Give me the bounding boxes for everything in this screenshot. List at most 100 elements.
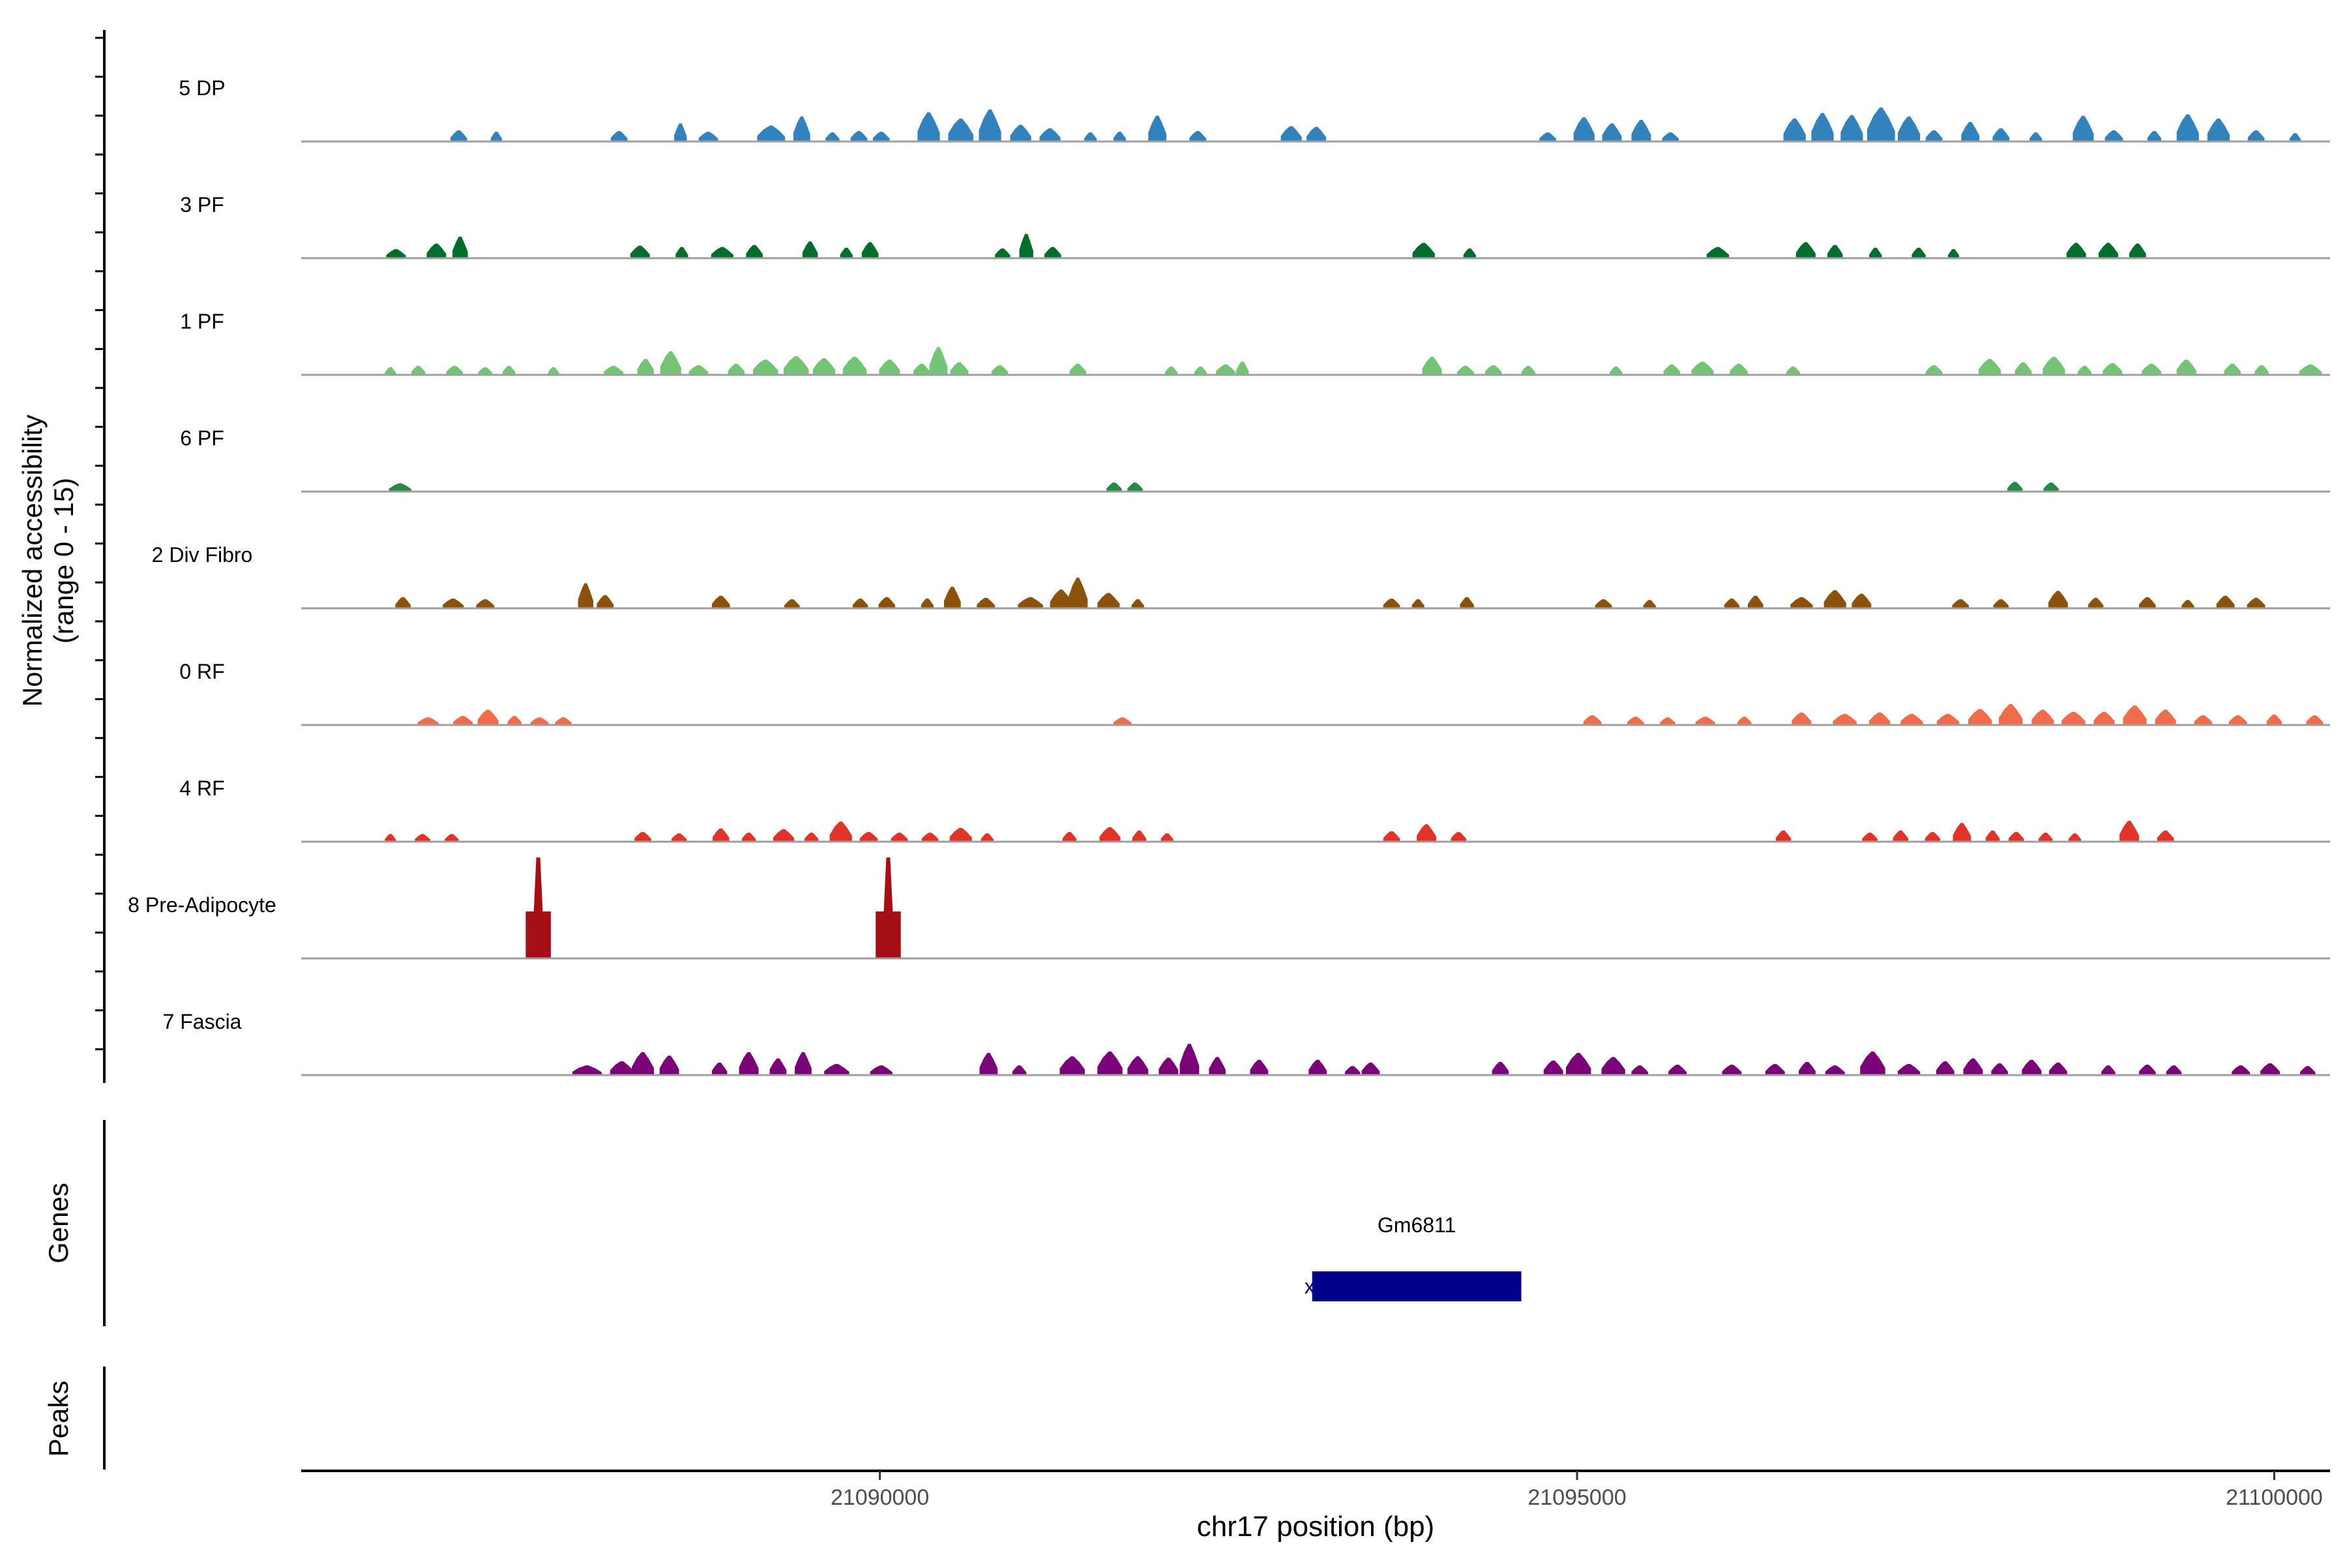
coverage-peak bbox=[1783, 118, 1806, 141]
coverage-peak bbox=[2290, 133, 2301, 141]
coverage-peak bbox=[2299, 364, 2322, 375]
coverage-peak bbox=[2247, 130, 2265, 141]
coverage-peak bbox=[385, 367, 396, 375]
coverage-peak bbox=[2207, 118, 2230, 141]
coverage-peak bbox=[1867, 107, 1895, 141]
coverage-peak bbox=[674, 123, 687, 141]
coverage-peak bbox=[1936, 713, 1960, 725]
coverage-peak bbox=[1869, 248, 1882, 258]
coverage-peak bbox=[859, 832, 878, 842]
coverage-peak bbox=[741, 833, 756, 842]
coverage-peak bbox=[1968, 709, 1992, 725]
x-tick-label: 21095000 bbox=[1528, 1485, 1626, 1510]
track-6: 0 RF bbox=[179, 660, 2330, 726]
coverage-peak bbox=[1790, 597, 1813, 608]
coverage-peak bbox=[2119, 821, 2139, 842]
coverage-peak bbox=[891, 833, 908, 842]
coverage-peak bbox=[2031, 709, 2054, 725]
coverage-peak bbox=[1991, 1063, 2008, 1075]
coverage-peak bbox=[630, 245, 650, 258]
coverage-peak bbox=[1936, 1061, 1955, 1075]
coverage-peak bbox=[2103, 362, 2123, 375]
coverage-peak bbox=[784, 599, 800, 608]
coverage-peak bbox=[450, 130, 467, 141]
coverage-peak bbox=[572, 1065, 602, 1075]
coverage-peak bbox=[1985, 830, 2000, 842]
coverage-peak bbox=[981, 833, 994, 842]
coverage-peak bbox=[1953, 823, 1971, 842]
coverage-peak bbox=[784, 356, 809, 375]
coverage-peak bbox=[1730, 363, 1748, 375]
coverage-peak bbox=[2181, 600, 2194, 608]
coverage-peak bbox=[2123, 705, 2147, 725]
coverage-peak bbox=[2147, 131, 2162, 141]
coverage-peak bbox=[2009, 832, 2024, 842]
coverage-peak bbox=[813, 358, 836, 375]
track-label: 8 Pre-Adipocyte bbox=[128, 893, 276, 917]
coverage-peak bbox=[1308, 1059, 1327, 1075]
y-axis-subtitle: (range 0 - 15) bbox=[48, 478, 79, 643]
coverage-peak bbox=[1811, 113, 1834, 141]
coverage-peak bbox=[453, 716, 473, 725]
coverage-peak bbox=[2101, 1065, 2116, 1075]
coverage-peak bbox=[948, 118, 973, 141]
coverage-peak bbox=[713, 828, 730, 842]
coverage-peak bbox=[753, 359, 778, 375]
coverage-peak bbox=[1765, 1063, 1785, 1075]
coverage-peak bbox=[1306, 126, 1326, 141]
coverage-peak bbox=[1948, 249, 1960, 258]
coverage-peak bbox=[2176, 359, 2196, 375]
coverage-peak bbox=[769, 1058, 787, 1075]
coverage-peak bbox=[1417, 824, 1436, 842]
coverage-peak bbox=[597, 595, 614, 608]
coverage-peak bbox=[555, 717, 572, 725]
coverage-peak bbox=[1010, 125, 1031, 141]
coverage-peak bbox=[1748, 595, 1764, 608]
coverage-peak bbox=[1795, 242, 1816, 258]
coverage-peak bbox=[1952, 599, 1969, 608]
coverage-peak bbox=[1165, 366, 1178, 375]
coverage-peak bbox=[478, 367, 492, 375]
coverage-peak bbox=[2048, 591, 2068, 608]
track-1: 5 DP bbox=[179, 76, 2330, 143]
coverage-peak bbox=[2073, 115, 2094, 141]
coverage-peak bbox=[1610, 366, 1623, 375]
coverage-peak bbox=[995, 248, 1011, 258]
coverage-peak bbox=[2247, 598, 2266, 608]
coverage-peak bbox=[825, 132, 840, 141]
coverage-peak bbox=[671, 833, 687, 842]
coverage-peak bbox=[1925, 130, 1943, 141]
gene-strand-icon: x bbox=[1305, 1275, 1315, 1298]
coverage-peak bbox=[2306, 715, 2324, 725]
coverage-peak bbox=[757, 125, 786, 141]
coverage-peak bbox=[1099, 827, 1121, 842]
coverage-peak bbox=[2155, 709, 2176, 725]
track-label: 5 DP bbox=[179, 76, 225, 100]
coverage-peak bbox=[2166, 1065, 2182, 1075]
coverage-peak bbox=[1898, 1063, 1921, 1075]
coverage-peak bbox=[411, 366, 426, 375]
coverage-peak bbox=[2129, 243, 2146, 258]
coverage-peak bbox=[861, 242, 879, 258]
coverage-peak bbox=[386, 249, 406, 258]
coverage-peak bbox=[773, 829, 795, 842]
coverage-peak bbox=[1601, 1057, 1625, 1075]
coverage-peak bbox=[2093, 711, 2115, 725]
coverage-peak bbox=[415, 834, 430, 842]
coverage-peak bbox=[1631, 1065, 1649, 1075]
track-3: 1 PF bbox=[180, 310, 2330, 376]
coverage-peak bbox=[1786, 366, 1801, 375]
track-5: 2 Div Fibro bbox=[152, 543, 2330, 610]
coverage-peak bbox=[2049, 1062, 2067, 1075]
coverage-peak bbox=[1833, 713, 1857, 725]
track-9: 7 Fascia bbox=[163, 1010, 2330, 1076]
coverage-peak bbox=[634, 832, 651, 842]
coverage-peak bbox=[1993, 599, 2009, 608]
coverage-peak bbox=[477, 709, 499, 725]
coverage-peak bbox=[1097, 1051, 1123, 1075]
coverage-peak bbox=[2104, 130, 2123, 141]
coverage-peak bbox=[1179, 1044, 1200, 1075]
peaks-panel: Peaks bbox=[43, 1367, 106, 1470]
coverage-peak bbox=[872, 132, 890, 141]
